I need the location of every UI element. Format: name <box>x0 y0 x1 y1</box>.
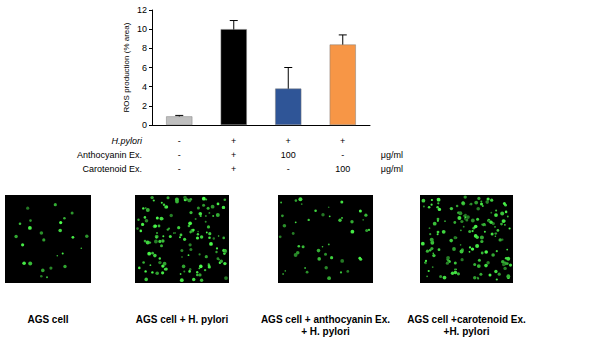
svg-text:0: 0 <box>142 120 147 130</box>
svg-text:8: 8 <box>142 43 147 53</box>
html-text:+ H. pylori: + H. pylori <box>301 326 350 337</box>
svg-text:2: 2 <box>142 101 147 111</box>
html-text:AGS cell + anthocyanin Ex.: AGS cell + anthocyanin Ex. <box>260 314 391 325</box>
html-text:AGS cell + H. pylori: AGS cell + H. pylori <box>135 314 229 325</box>
svg-text:6: 6 <box>142 63 147 73</box>
html-text:Carotenoid Ex.: Carotenoid Ex. <box>82 164 142 174</box>
html-text:AGS cell: AGS cell <box>27 314 69 325</box>
html-text:H.pylori: H.pylori <box>111 136 142 146</box>
html-text:μg/ml: μg/ml <box>380 164 403 174</box>
svg-text:4: 4 <box>142 82 147 92</box>
html-text:Anthocyanin Ex.: Anthocyanin Ex. <box>77 150 142 160</box>
html-text:AGS cell +carotenoid Ex.: AGS cell +carotenoid Ex. <box>407 314 526 325</box>
svg-text:10: 10 <box>137 24 147 34</box>
svg-text:12: 12 <box>137 5 147 15</box>
svg-text:ROS production (% area): ROS production (% area) <box>122 22 131 112</box>
html-text:μg/ml: μg/ml <box>380 150 403 160</box>
html-text:+H. pylori: +H. pylori <box>443 326 490 337</box>
html-text:100: 100 <box>335 164 351 174</box>
html-text:100: 100 <box>280 150 296 160</box>
